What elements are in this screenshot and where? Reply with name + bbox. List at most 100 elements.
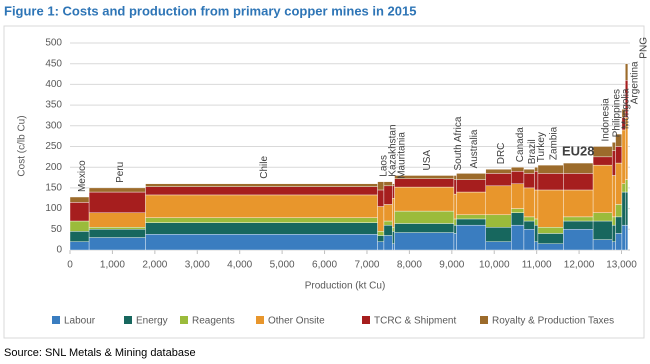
cost-segment [392,185,395,199]
y-tick-label: 350 [45,100,62,111]
cost-segment [625,179,629,193]
cost-segment [456,224,486,251]
legend-label: Energy [136,316,168,327]
cost-segment [523,173,535,189]
cost-segment [592,239,613,251]
x-tick-label: 7,000 [354,260,379,271]
cost-segment [383,204,393,222]
cost-segment [145,234,378,251]
cost-segment [485,169,512,174]
cost-segment [592,220,613,240]
cost-segment [534,218,539,226]
y-tick-label: 200 [45,162,62,173]
cost-segment [563,173,594,191]
cost-segment [611,216,616,226]
cost-segment [537,227,564,234]
y-tick-label: 500 [45,38,62,49]
cost-segment [394,178,455,188]
cost-segment [453,175,457,180]
cost-segment [523,216,535,222]
x-tick-label: 9,000 [439,260,464,271]
cost-segment [511,166,525,172]
country-label: Mongolia [621,88,632,129]
cost-segment [615,216,623,234]
cost-segment [485,241,512,251]
cost-segment [377,189,385,207]
cost-segment [534,166,539,172]
cost-segment [485,227,512,242]
cost-segment [615,146,623,164]
cost-segment [563,189,594,218]
cost-segment [523,169,535,174]
cost-segment [621,183,626,193]
legend-label: Reagents [192,316,235,327]
cost-segment [88,187,146,193]
country-label: Indonesia [600,98,611,142]
cost-segment [394,223,455,233]
cost-segment [615,204,623,218]
y-tick-label: 0 [56,245,62,256]
cost-segment [563,220,594,230]
cost-segment [145,186,378,196]
country-label: EU28 [562,143,595,158]
x-axis-title: Production (kt Cu) [305,281,386,292]
cost-segment [621,191,626,226]
y-tick-label: 400 [45,79,62,90]
cost-segment [392,183,395,187]
x-tick-label: 13,000 [606,260,637,271]
cost-segment [456,173,486,180]
cost-segment [88,237,146,251]
cost-segment [377,241,385,251]
legend-swatch [362,316,370,324]
cost-segment [592,146,613,158]
cost-segment [537,233,564,244]
y-tick-label: 250 [45,141,62,152]
cost-segment [485,173,512,187]
cost-segment [537,164,564,174]
cost-segment [625,63,629,81]
cost-segment [145,194,378,218]
cost-segment [511,224,525,251]
x-tick-label: 3,000 [185,260,210,271]
country-label: Philippines [612,89,623,137]
x-tick-label: 8,000 [397,260,422,271]
x-tick-label: 11,000 [522,260,552,271]
cost-segment [511,171,525,184]
country-label: Laos [378,155,389,177]
cost-segment [537,243,564,251]
source-note: Source: SNL Metals & Mining database [4,347,196,359]
country-label: Australia [469,129,480,168]
legend-swatch [480,316,488,324]
cost-segment [377,181,385,191]
cost-segment [383,220,393,226]
x-tick-label: 4,000 [227,260,252,271]
legend-swatch [52,316,60,324]
cost-segment [611,175,616,218]
country-label: South Africa [453,116,464,170]
y-tick-label: 150 [45,183,62,194]
cost-segment [392,227,395,232]
cost-segment [534,189,539,220]
cost-segment [511,212,525,226]
cost-segment [453,233,457,251]
legend-swatch [124,316,132,324]
cost-segment [453,224,457,234]
legend-swatch [180,316,188,324]
country-label: USA [422,150,433,171]
cost-segment [88,212,146,228]
cost-segment [453,193,457,220]
cost-segment [145,183,378,187]
y-tick-label: 100 [45,203,62,214]
country-label: DRC [496,143,507,165]
x-tick-label: 2,000 [142,260,167,271]
cost-segment [456,214,486,220]
cost-segment [611,241,616,251]
cost-segment [145,217,378,223]
country-label: Canada [515,127,526,162]
cost-segment [611,142,616,151]
x-tick-label: 0 [67,260,73,271]
cost-segment [615,162,623,205]
